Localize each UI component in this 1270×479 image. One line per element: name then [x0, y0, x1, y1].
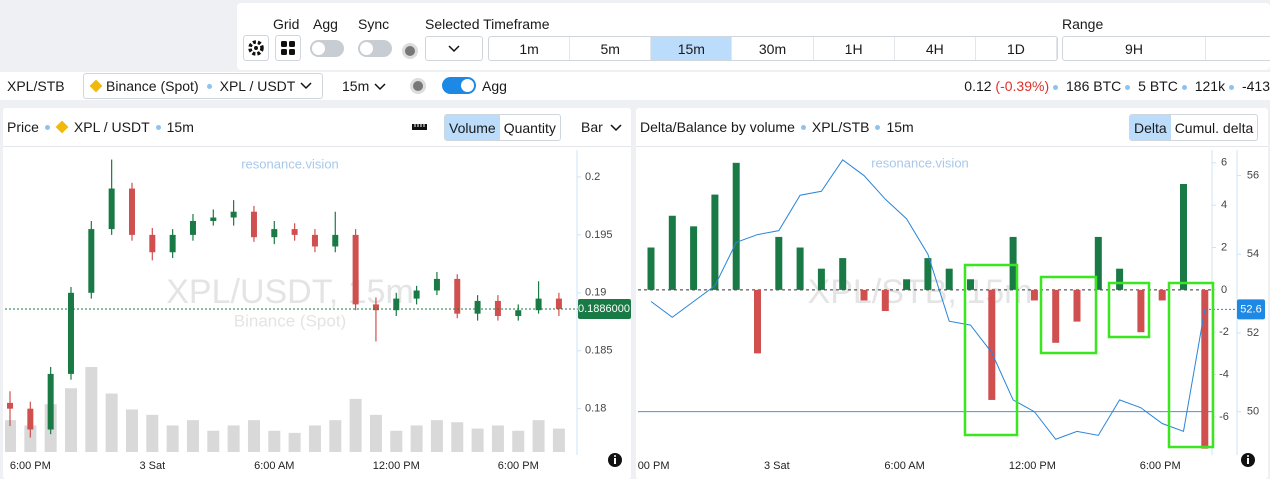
stat: 121k [1194, 78, 1226, 94]
sync-toggle[interactable] [358, 40, 392, 57]
stat: 186 BTC [1066, 78, 1122, 94]
timeframe-button[interactable]: 15m [651, 37, 733, 60]
range-button[interactable]: 1 [1206, 37, 1270, 60]
market: XPL/STB [7, 78, 65, 94]
mode-switch: Volume Quantity [444, 114, 561, 141]
timeframe-button[interactable]: 1m [489, 37, 571, 60]
binance-icon [89, 79, 103, 93]
grid-button[interactable] [275, 35, 301, 61]
chart-style[interactable]: Bar [581, 119, 603, 135]
timeframe-button[interactable]: 30m [732, 37, 814, 60]
grid-label: Grid [273, 16, 300, 32]
timeframe-button[interactable]: 5m [570, 37, 652, 60]
panel-header: Delta/Balance by volume XPL/STB 15m [636, 108, 1268, 147]
mode-button[interactable]: Quantity [503, 119, 556, 136]
timeframe-buttons: 1m 5m 15m 30m 1H 4H 1D [488, 36, 1058, 61]
agg-toggle[interactable] [442, 77, 476, 94]
panel-title: Delta/Balance by volume [640, 119, 795, 135]
price-panel: Price XPL / USDT 15m Volume Quantity Bar [3, 108, 631, 479]
chevron [374, 83, 386, 91]
agg-label: Agg [313, 16, 338, 32]
panel-pair: XPL/STB [811, 119, 870, 135]
timeframe-button[interactable]: 1H [814, 37, 895, 60]
panel-pair: XPL / USDT [73, 119, 150, 135]
panel-interval: 15m [166, 119, 194, 135]
mode-switch: Delta Cumul. delta [1129, 114, 1259, 141]
panel-header: Price XPL / USDT 15m [3, 108, 631, 147]
grid-icon [281, 41, 295, 55]
chevron [610, 124, 622, 132]
panel-interval: 15m [886, 119, 914, 135]
record-icon[interactable] [408, 76, 428, 96]
agg-toggle[interactable] [310, 40, 344, 57]
panel-title: Price [7, 119, 39, 135]
record-icon[interactable] [400, 41, 420, 61]
toolbar: Grid Agg Sync Selected Timeframe 1m 5m 1… [237, 3, 1270, 70]
gear-icon [248, 40, 264, 56]
mode-button[interactable]: Delta [1130, 115, 1171, 140]
ruler-icon[interactable] [410, 120, 430, 134]
binance-icon [55, 120, 69, 134]
chevron [300, 82, 312, 90]
chevron [448, 45, 460, 53]
mode-button[interactable]: Cumul. delta [1174, 119, 1254, 136]
timeframe-button[interactable]: 1D [976, 37, 1057, 60]
stats: 0.12 (-0.39%) 186 BTC 5 BTC 121k -413 [964, 78, 1270, 94]
market-bar: XPL/STB Binance (Spot) XPL / USDT 15m Ag… [0, 72, 1270, 100]
delta-panel: Delta/Balance by volume XPL/STB 15m Delt… [636, 108, 1268, 479]
timeframe-label: Selected Timeframe [425, 16, 550, 32]
settings-button[interactable] [243, 35, 269, 61]
stat-price: 0.12 [964, 78, 992, 94]
pair: XPL / USDT [219, 78, 296, 94]
timeframe-button[interactable]: 4H [895, 37, 976, 60]
range-buttons: 9H 1 [1062, 36, 1270, 61]
timeframe-dropdown[interactable] [425, 36, 483, 61]
interval[interactable]: 15m [342, 78, 370, 94]
sync-label: Sync [358, 16, 390, 32]
agg-label: Agg [482, 78, 507, 94]
range-label: Range [1062, 16, 1104, 32]
stat: 5 BTC [1138, 78, 1178, 94]
range-button[interactable]: 9H [1063, 37, 1206, 60]
stat: -413 [1241, 78, 1270, 94]
exchange: Binance (Spot) [106, 78, 199, 94]
mode-button[interactable]: Volume [445, 115, 500, 140]
stat-change: (-0.39%) [995, 78, 1050, 94]
exchange-dropdown[interactable]: Binance (Spot) XPL / USDT [83, 73, 323, 99]
